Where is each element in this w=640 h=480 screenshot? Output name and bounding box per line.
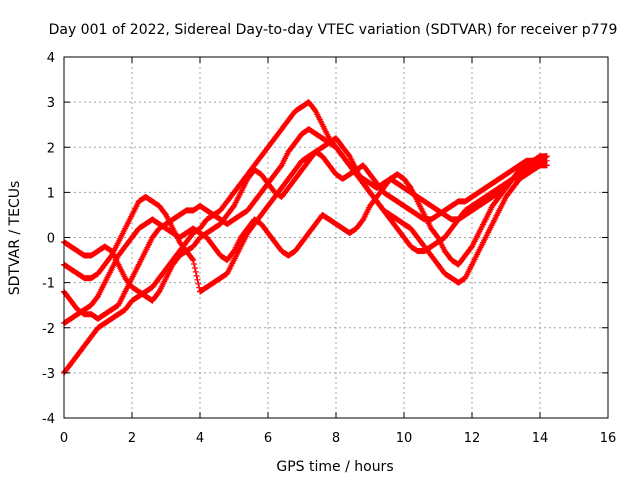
- x-tick-label: 10: [396, 431, 413, 446]
- x-tick-label: 0: [60, 431, 68, 446]
- y-tick-label: 1: [47, 186, 55, 201]
- y-tick-label: 0: [47, 232, 55, 247]
- y-tick-label: -1: [42, 277, 55, 292]
- data-series: [61, 99, 550, 376]
- x-tick-label: 12: [464, 431, 481, 446]
- x-tick-label: 14: [532, 431, 549, 446]
- chart-title: Day 001 of 2022, Sidereal Day-to-day VTE…: [49, 22, 618, 38]
- y-tick-label: 2: [47, 141, 55, 156]
- x-tick-label: 8: [332, 431, 340, 446]
- series-trace-4: [61, 148, 550, 304]
- plot-frame: [63, 56, 609, 419]
- y-tick-label: 3: [47, 96, 55, 111]
- y-tick-label: -4: [42, 412, 55, 427]
- y-axis-label: SDTVAR / TECUs: [7, 181, 23, 296]
- x-tick-label: 16: [600, 431, 617, 446]
- x-tick-label: 4: [196, 431, 204, 446]
- y-tick-label: -3: [42, 367, 55, 382]
- y-tick-label: -2: [42, 322, 55, 337]
- x-axis-label: GPS time / hours: [276, 459, 393, 475]
- grid-lines: [64, 57, 608, 418]
- x-tick-label: 2: [128, 431, 136, 446]
- x-tick-label: 6: [264, 431, 272, 446]
- y-tick-label: 4: [47, 51, 55, 66]
